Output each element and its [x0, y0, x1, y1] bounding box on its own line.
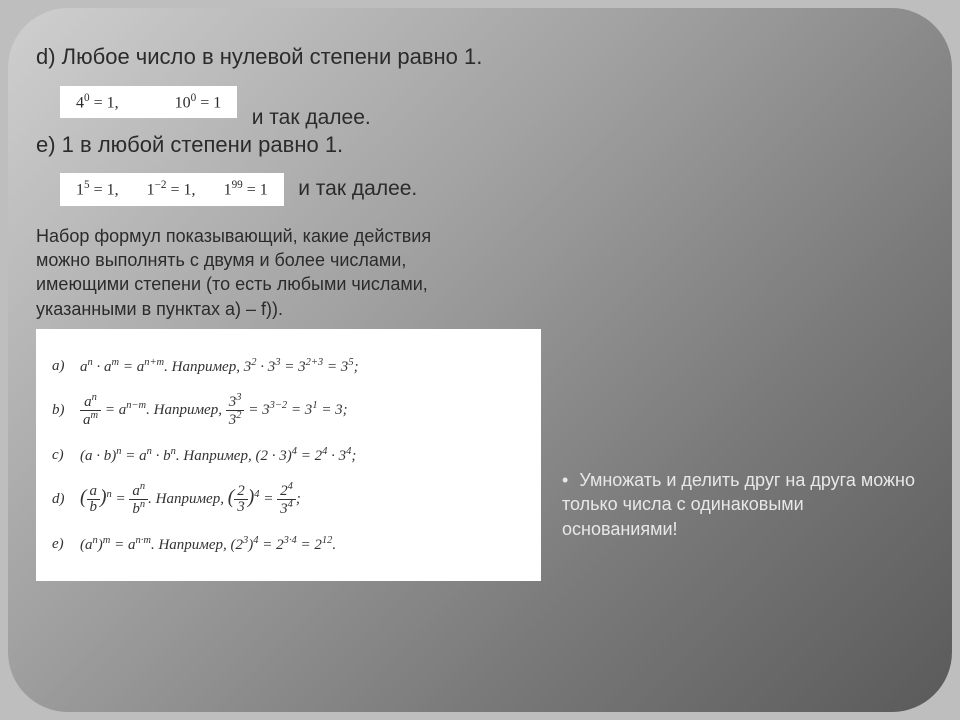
section-e-title: e) 1 в любой степени равно 1.	[36, 131, 924, 160]
section-e-row: 15 = 1,1−2 = 1,199 = 1 и так далее.	[36, 169, 924, 213]
rule-row: e)(an)m = an·m. Например, (23)4 = 23·4 =…	[52, 527, 525, 561]
rule-expr: an · am = an+m. Например, 32 · 33 = 32+3…	[80, 357, 359, 376]
section-d-row: 40 = 1,100 = 1 и так далее.	[36, 82, 924, 131]
section-d-title: d) Любое число в нулевой степени равно 1…	[36, 43, 924, 72]
rule-label: d)	[52, 491, 80, 508]
rule-expr: (a · b)n = an · bn. Например, (2 · 3)4 =…	[80, 446, 356, 465]
rule-label: b)	[52, 402, 80, 419]
section-e-tail: и так далее.	[298, 175, 417, 202]
rule-expr: (an)m = an·m. Например, (23)4 = 23·4 = 2…	[80, 535, 336, 554]
rules-box: a)an · am = an+m. Например, 32 · 33 = 32…	[36, 329, 541, 581]
rule-row: a)an · am = an+m. Например, 32 · 33 = 32…	[52, 349, 525, 383]
rule-label: e)	[52, 536, 80, 553]
rule-label: a)	[52, 358, 80, 375]
section-d-formula: 40 = 1,100 = 1	[60, 86, 237, 118]
rule-label: c)	[52, 447, 80, 464]
rule-row: c)(a · b)n = an · bn. Например, (2 · 3)4…	[52, 438, 525, 472]
slide-frame: d) Любое число в нулевой степени равно 1…	[8, 8, 952, 712]
section-d-tail: и так далее.	[252, 104, 371, 131]
section-e-formula: 15 = 1,1−2 = 1,199 = 1	[60, 173, 284, 205]
intro-paragraph: Набор формул показывающий, какие действи…	[36, 224, 466, 321]
rule-expr: anam = an−m. Например, 3332 = 33−2 = 31 …	[80, 393, 348, 428]
sidenote: • Умножать и делить друг на друга можно …	[562, 468, 922, 541]
rule-row: b)anam = an−m. Например, 3332 = 33−2 = 3…	[52, 393, 525, 428]
rule-expr: (ab)n = anbn. Например, (23)4 = 2434;	[80, 482, 301, 517]
rule-row: d)(ab)n = anbn. Например, (23)4 = 2434;	[52, 482, 525, 517]
sidenote-text: Умножать и делить друг на друга можно то…	[562, 470, 915, 539]
bullet-icon: •	[562, 468, 568, 492]
